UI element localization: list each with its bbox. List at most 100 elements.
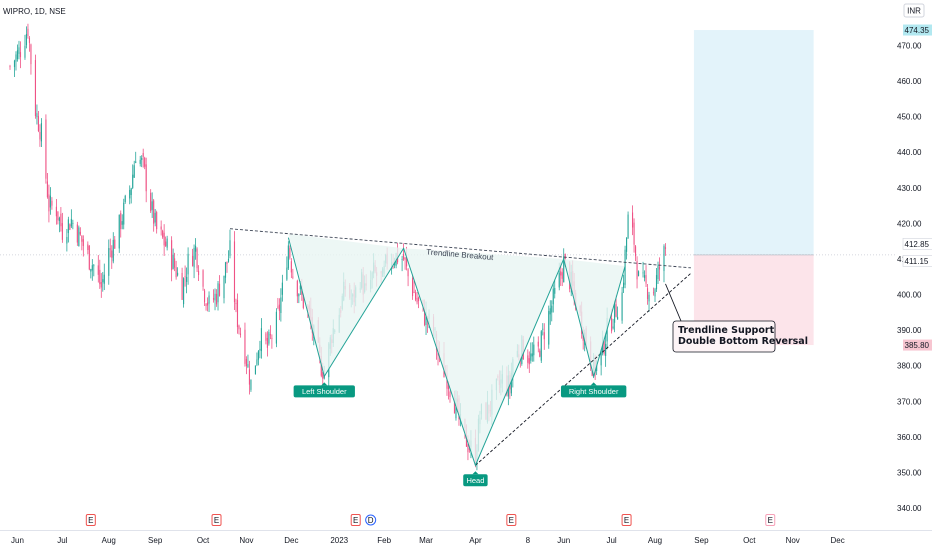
price-axis[interactable]: 340.00 350.00 360.00 370.00 380.00 390.00 400.… xyxy=(897,42,922,514)
candle-body xyxy=(39,131,41,140)
candle-body xyxy=(548,311,550,345)
candle-body xyxy=(591,369,593,376)
earnings-marker[interactable] xyxy=(621,514,632,526)
earnings-marker[interactable] xyxy=(350,514,361,526)
candle-body xyxy=(416,297,418,303)
candle-body xyxy=(144,157,146,167)
y-tick-label: 440.00 xyxy=(897,148,922,157)
candle-body xyxy=(9,66,11,68)
candle-body xyxy=(266,337,268,348)
candle-body xyxy=(406,257,408,267)
symbol-title: WIPRO, 1D, NSE xyxy=(3,7,66,16)
candle-body xyxy=(184,276,186,278)
x-tick-label: Aug xyxy=(102,536,116,545)
earnings-marker[interactable] xyxy=(211,514,222,526)
candle-body xyxy=(142,153,144,157)
candle-body xyxy=(539,350,541,357)
candle-body xyxy=(257,351,259,360)
time-axis[interactable]: Jun Jul Aug Sep Oct Nov Dec 2023 Feb Mar Apr 8 Jun Ju… xyxy=(11,536,845,545)
candle-body xyxy=(120,213,122,230)
candle-body xyxy=(298,294,300,297)
candle-body xyxy=(165,241,167,246)
candle-body xyxy=(162,230,164,238)
pattern-label-text: Head xyxy=(466,476,484,485)
x-tick-label: Oct xyxy=(197,536,210,545)
candle-body xyxy=(141,157,143,160)
pattern-label-box xyxy=(293,385,355,398)
candle-body xyxy=(223,275,225,299)
candle-body xyxy=(34,60,37,117)
candle-body xyxy=(57,211,59,221)
pattern-overlay: Trendline Breakout xyxy=(229,228,692,467)
candle-body xyxy=(196,248,198,269)
pattern-labels: Left Shoulder Head Right Shoulder xyxy=(293,382,627,487)
x-tick-label: Oct xyxy=(743,536,756,545)
candle-body xyxy=(531,353,533,357)
candle-body xyxy=(527,355,529,363)
left-shoulder-shade xyxy=(288,233,404,377)
candle-body xyxy=(78,227,80,247)
y-tick-label: 470.00 xyxy=(897,42,922,51)
candle-body xyxy=(76,224,78,243)
time-axis-bg xyxy=(0,531,932,550)
candle-body xyxy=(558,272,560,288)
candle-body xyxy=(40,123,42,142)
note-line: Double Bottom Reversal xyxy=(678,336,808,347)
candle-body xyxy=(235,303,237,304)
dividend-marker[interactable] xyxy=(365,514,377,526)
right-shoulder-shade xyxy=(563,259,626,377)
price-tag-entry-text: 411.15 xyxy=(905,257,929,266)
earnings-marker[interactable] xyxy=(85,514,96,526)
candle-body xyxy=(238,325,240,330)
candle-body xyxy=(198,270,200,275)
candle-body xyxy=(202,270,204,287)
candle-body xyxy=(554,287,556,294)
candle-body xyxy=(154,212,156,223)
candle-body xyxy=(407,269,409,277)
candle-body xyxy=(205,304,207,306)
x-tick-label: Jun xyxy=(557,536,570,545)
candle-body xyxy=(192,255,194,266)
candle-body xyxy=(537,341,539,347)
candle-body xyxy=(203,290,206,303)
x-tick-label: Dec xyxy=(284,536,298,545)
x-tick-label: Nov xyxy=(786,536,800,545)
candle-body xyxy=(239,333,242,335)
event-marker-letter: D xyxy=(368,516,374,525)
currency-button[interactable]: INR xyxy=(903,3,925,18)
candle-body xyxy=(15,54,17,62)
candle-body xyxy=(648,294,650,302)
candle-body xyxy=(652,292,655,294)
candle-body xyxy=(195,245,197,252)
candle-body xyxy=(277,306,279,308)
candle-body xyxy=(160,226,162,230)
candle-body xyxy=(403,253,405,260)
candle-body xyxy=(269,334,271,336)
y-tick-label: 390.00 xyxy=(897,326,922,335)
earnings-marker[interactable] xyxy=(506,514,517,526)
candle-body xyxy=(289,248,291,258)
price-tag-current-text: 412.85 xyxy=(905,240,930,249)
pattern-label-text: Left Shoulder xyxy=(302,387,347,396)
candle-body xyxy=(417,297,420,301)
candle-body xyxy=(447,383,450,390)
candle-body xyxy=(177,272,179,276)
candle-body xyxy=(186,277,188,282)
candle-body xyxy=(540,331,542,361)
x-tick-label: Nov xyxy=(239,536,253,545)
candle-body xyxy=(271,337,273,339)
x-tick-label: Feb xyxy=(377,536,391,545)
candle-body xyxy=(560,271,562,276)
candle-body xyxy=(93,265,95,267)
candle-body xyxy=(87,244,89,251)
candle-body xyxy=(129,189,131,199)
earnings-marker[interactable] xyxy=(765,514,776,526)
candle-body xyxy=(91,265,93,271)
candle-body xyxy=(70,218,72,227)
candle-body xyxy=(645,275,647,284)
candle-body xyxy=(16,50,19,59)
candle-body xyxy=(90,269,92,272)
x-tick-label: Jul xyxy=(606,536,616,545)
